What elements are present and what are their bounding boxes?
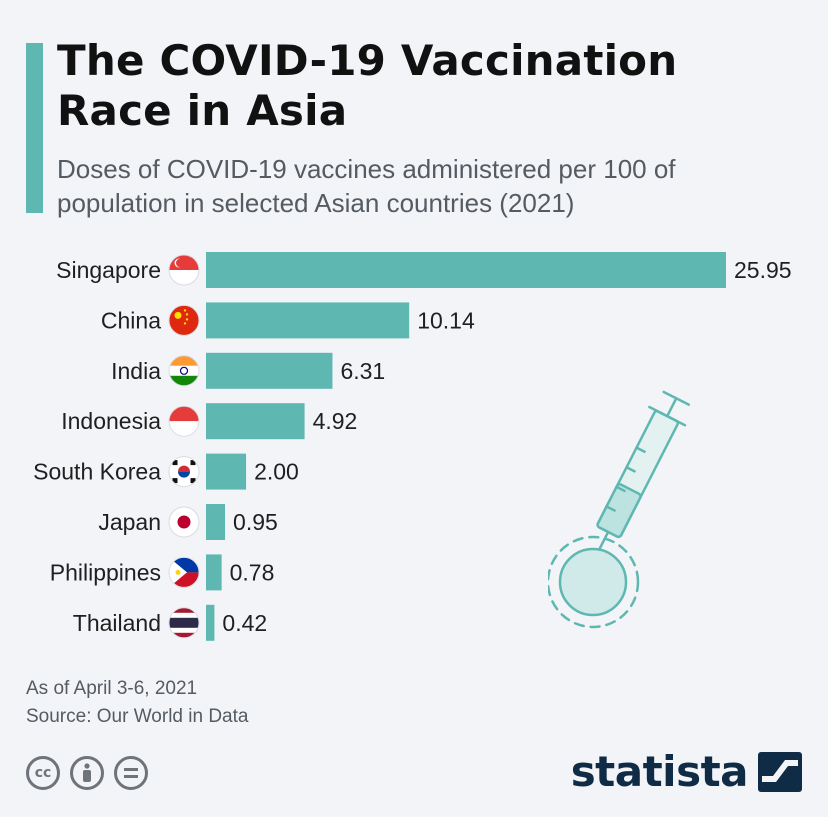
flag-border bbox=[168, 304, 200, 336]
category-label: India bbox=[111, 358, 161, 384]
category-label: Thailand bbox=[73, 610, 161, 636]
india-flag-icon bbox=[169, 355, 199, 386]
category-label: Singapore bbox=[56, 257, 161, 283]
bar bbox=[206, 604, 215, 641]
chart-title: The COVID-19 Vaccination Race in Asia bbox=[57, 36, 678, 135]
cc-icon[interactable]: cc bbox=[26, 756, 60, 790]
thailand-flag-icon bbox=[169, 607, 199, 638]
value-label: 0.42 bbox=[222, 610, 267, 636]
category-label: Japan bbox=[98, 509, 161, 535]
flag-border bbox=[168, 506, 200, 538]
statista-mark-icon bbox=[758, 751, 802, 792]
flag-border bbox=[168, 405, 200, 437]
flag-border bbox=[168, 355, 200, 387]
date-note: As of April 3-6, 2021 bbox=[26, 678, 198, 699]
category-label: Philippines bbox=[50, 559, 161, 585]
source-note: Source: Our World in Data bbox=[26, 706, 249, 727]
bar bbox=[206, 352, 333, 389]
syringe-illustration bbox=[548, 390, 690, 629]
brand-name: statista bbox=[570, 747, 749, 796]
statista-logo[interactable]: statista bbox=[571, 747, 802, 796]
value-label: 0.95 bbox=[233, 509, 278, 535]
attribution-icon[interactable] bbox=[70, 756, 104, 790]
flag-border bbox=[168, 607, 200, 639]
bar bbox=[206, 554, 222, 591]
category-label: China bbox=[101, 307, 161, 333]
value-label: 10.14 bbox=[417, 307, 475, 333]
flag-border bbox=[168, 254, 200, 286]
value-label: 0.78 bbox=[230, 559, 275, 585]
bar bbox=[206, 453, 247, 490]
flag-border bbox=[168, 456, 200, 488]
bar bbox=[206, 504, 226, 540]
japan-flag-icon bbox=[169, 507, 199, 537]
flag-border bbox=[168, 556, 200, 588]
south-korea-flag-icon bbox=[169, 456, 199, 487]
singapore-flag-icon bbox=[169, 255, 199, 285]
china-flag-icon bbox=[169, 305, 199, 336]
bar bbox=[206, 403, 305, 440]
chart-subtitle: Doses of COVID-19 vaccines administered … bbox=[57, 154, 676, 218]
indonesia-flag-icon bbox=[169, 406, 199, 437]
accent-bar bbox=[26, 43, 43, 213]
value-label: 4.92 bbox=[313, 408, 358, 434]
no-derivatives-icon[interactable] bbox=[114, 756, 148, 790]
philippines-flag-icon bbox=[169, 557, 199, 588]
value-label: 2.00 bbox=[254, 459, 299, 485]
bar bbox=[206, 252, 726, 288]
value-label: 25.95 bbox=[734, 257, 792, 283]
category-label: Indonesia bbox=[61, 408, 161, 434]
license-icons: cc bbox=[26, 756, 148, 790]
bar bbox=[206, 302, 410, 339]
bar-chart: Singapore 25.95 China 10.14 India 6.31 Indones… bbox=[33, 252, 792, 641]
value-label: 6.31 bbox=[340, 358, 385, 384]
category-label: South Korea bbox=[33, 459, 161, 485]
